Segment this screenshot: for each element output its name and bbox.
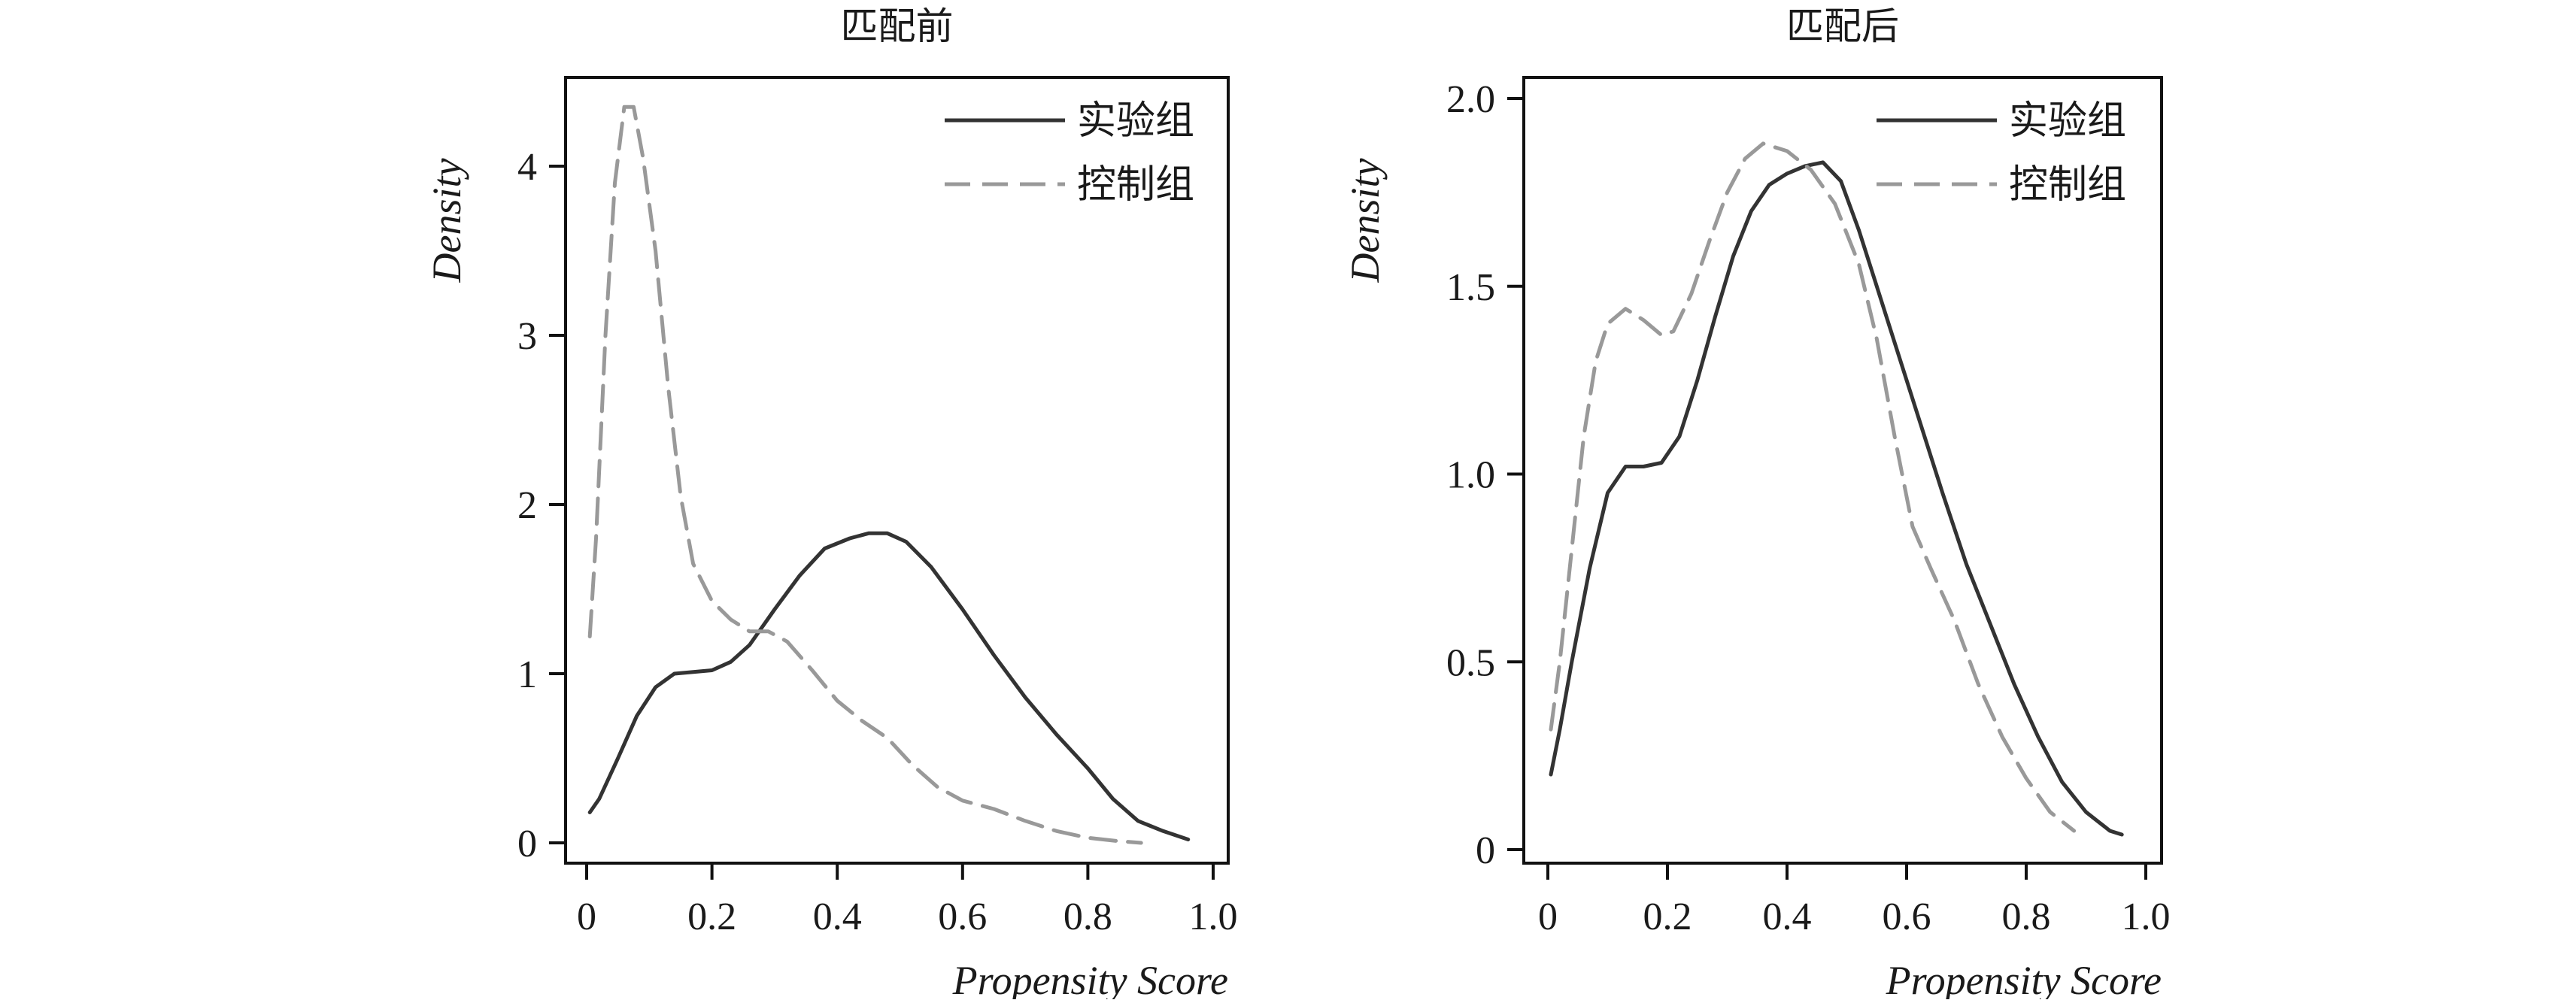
- chart-1-y-tick-label: 1: [517, 653, 537, 696]
- chart-1-y-tick-label: 3: [517, 315, 537, 358]
- chart-2-y-tick-label: 1.5: [1446, 266, 1495, 309]
- chart-2-plot-frame: [1522, 76, 2163, 865]
- chart-1-title: 匹配前: [841, 5, 954, 48]
- chart-2-y-tick-label: 1.0: [1446, 454, 1495, 497]
- chart-2-y-axis-title: Density: [1343, 158, 1388, 283]
- chart-2-title: 匹配后: [1786, 5, 1899, 48]
- chart-2-series-control-line: [1549, 141, 2077, 833]
- chart-1-plot-frame: [564, 76, 1230, 865]
- chart-1-x-tick-label: 0.4: [813, 895, 862, 938]
- chart-2-x-tick-label: 0.6: [1883, 895, 1931, 938]
- chart-2-x-tick-label: 0.2: [1643, 895, 1692, 938]
- chart-2-x-tick-label: 0.8: [2002, 895, 2051, 938]
- chart-1-x-tick-label: 0.6: [938, 895, 987, 938]
- chart-1-legend-label-control: 控制组: [1077, 162, 1194, 208]
- chart-1-series-treated-line: [587, 531, 1191, 841]
- chart-1-x-axis-title: Propensity Score: [952, 958, 1228, 999]
- chart-2-x-axis-title: Propensity Score: [1886, 958, 2162, 999]
- chart-2-series-treated-line: [1549, 160, 2124, 837]
- chart-1-series-control-line: [587, 105, 1143, 845]
- chart-1-y-tick-label: 4: [517, 146, 537, 189]
- chart-1-x-tick-label: 1.0: [1189, 895, 1238, 938]
- chart-2-y-tick-label: 0.5: [1446, 641, 1495, 684]
- chart-2-legend-label-control: 控制组: [2009, 162, 2126, 208]
- chart-2-x-tick-label: 1.0: [2122, 895, 2171, 938]
- chart-2-x-tick-label: 0.4: [1763, 895, 1812, 938]
- chart-1-legend-label-treated: 实验组: [1077, 98, 1194, 144]
- chart-2-y-tick-label: 2.0: [1446, 78, 1495, 121]
- chart-1-y-tick-label: 0: [517, 823, 537, 865]
- chart-1-x-tick-label: 0.2: [687, 895, 736, 938]
- chart-2-x-tick-label: 0: [1538, 895, 1558, 938]
- chart-1-x-tick-label: 0: [577, 895, 596, 938]
- chart-1-x-tick-label: 0.8: [1063, 895, 1112, 938]
- chart-1-y-axis-title: Density: [424, 158, 469, 283]
- chart-1-y-tick-label: 2: [517, 484, 537, 527]
- chart-2-y-tick-label: 0: [1476, 829, 1495, 872]
- chart-2-legend-label-treated: 实验组: [2009, 98, 2126, 144]
